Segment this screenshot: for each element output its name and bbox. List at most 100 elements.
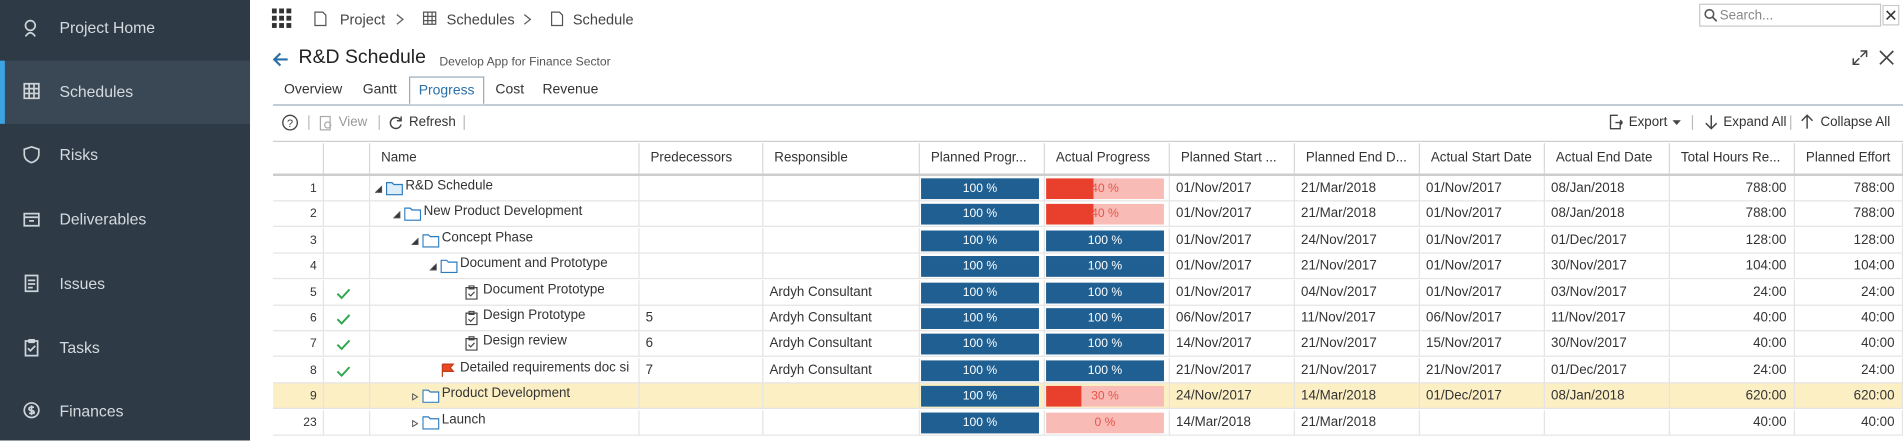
tab[interactable]: Cost [495,82,525,98]
cell-planned-end: 21/Nov/2017 [1295,357,1420,384]
back-arrow[interactable] [271,50,290,69]
apps-grid-icon[interactable] [271,8,294,30]
expand-toggle[interactable] [411,393,419,401]
folder-icon [422,389,440,404]
crumb[interactable]: Schedule [572,10,634,28]
nav-item[interactable]: Deliverables [0,188,250,251]
tab[interactable]: Gantt [362,82,397,98]
grid-row[interactable]: 4 Document and Prototype 100 % 100 % 01/Nov/… [273,253,1903,280]
cell-text: 01/Nov/2017 [1176,206,1252,222]
progress-label: 100 % [1087,233,1123,248]
progress-track: 100 % [921,334,1039,355]
cell-actual-end: 30/Nov/2017 [1545,253,1670,280]
check-mark [336,366,351,377]
tab[interactable]: Progress [409,76,485,105]
expand-toggle[interactable] [411,419,419,427]
column-header[interactable]: Planned Start ... [1170,143,1295,174]
search-box[interactable]: Search... [1699,3,1882,27]
check-cell [324,383,371,410]
row-number: 3 [273,227,325,254]
export-button[interactable]: Export [1628,115,1668,130]
cell-responsible [763,227,920,254]
column-header[interactable]: Actual Start Date [1420,143,1545,174]
grid-row[interactable]: 6 Design Prototype 5 Ardyh Consultant 100 % 1… [273,305,1903,332]
progress-label: 100 % [962,415,998,430]
column-header[interactable]: Name [370,143,640,174]
progress-label: 40 % [1091,208,1119,222]
collapse-all-button[interactable]: Collapse All [1820,115,1891,130]
progress-track: 100 % [1046,282,1164,303]
search-clear[interactable] [1882,4,1900,26]
cell-text: 24:00 [1753,284,1787,300]
flag-shape [441,363,455,377]
cell-planned-progress: 100 % [920,201,1045,228]
maximize-icon[interactable] [1852,50,1868,66]
crumb[interactable]: Project [339,10,386,28]
nav-item[interactable]: Issues [0,252,250,315]
column-header[interactable]: Planned Effort [1795,143,1903,174]
progress-bar [1046,230,1164,251]
check-cell [324,409,371,436]
column-header[interactable]: Actual Progress [1045,143,1170,174]
cell-actual-end: 08/Jan/2018 [1545,175,1670,202]
nav-label: Deliverables [59,210,147,229]
column-header[interactable]: Total Hours Re... [1670,143,1795,174]
collapse-toggle[interactable] [393,211,401,219]
crumb-separator [396,14,405,25]
cell-name: Design Prototype [370,305,640,332]
progress-track: 100 % [921,256,1039,277]
task-name: Launch [441,412,486,427]
cell-total-hours: 788:00 [1670,201,1795,228]
grid-row[interactable]: 1 R&D Schedule 100 % 40 % 01/Nov/2017 21/Mar/… [273,175,1903,202]
grid-row[interactable]: 7 Design review 6 Ardyh Consultant 100 % 100 … [273,331,1903,358]
toggle-shape [412,419,419,427]
progress-track: 30 % [1046,386,1164,407]
cell-planned-end: 21/Mar/2018 [1295,201,1420,228]
nav-item[interactable]: Schedules [0,60,251,124]
export-dropdown[interactable] [1672,120,1681,126]
nav-label: Schedules [59,82,134,101]
column-header[interactable]: Actual End Date [1545,143,1670,174]
crumb[interactable]: Schedules [446,10,515,28]
folder-shape [404,208,422,222]
cell-text: 14/Mar/2018 [1176,414,1251,430]
cell-planned-progress: 100 % [920,175,1045,202]
collapse-toggle[interactable] [375,185,383,193]
nav-item[interactable]: Finances [0,380,250,440]
column-header[interactable]: Predecessors [640,143,764,174]
export-icon [1609,114,1623,130]
cell-total-hours: 620:00 [1670,383,1795,410]
grid-row[interactable]: 3 Concept Phase 100 % 100 % 01/Nov/2017 24/No… [273,227,1903,254]
close-icon[interactable] [1879,50,1895,66]
cell-planned-start: 01/Nov/2017 [1170,227,1295,254]
nav-item[interactable]: Project Home [0,0,250,59]
grid-row[interactable]: 23 Launch 100 % 0 % 14/Mar/2018 21/Mar/2018 40… [273,409,1903,436]
progress-label: 0 % [1094,415,1116,430]
grid-row[interactable]: 8 Detailed requirements doc si 7 Ardyh Cons… [273,357,1903,384]
row-number: 23 [273,409,325,436]
grid-row[interactable]: 2 New Product Development 100 % 40 % 01/Nov/… [273,201,1903,228]
check-cell [324,227,371,254]
expand-all-button[interactable]: Expand All [1723,115,1787,130]
help-icon[interactable]: ? [282,114,299,131]
column-header[interactable]: Planned Progr... [920,143,1045,174]
nav-item[interactable]: Tasks [0,316,250,379]
folder-icon [440,259,458,274]
column-header[interactable]: Planned End D... [1295,143,1420,174]
tab[interactable]: Revenue [542,82,599,98]
column-header[interactable]: Responsible [763,143,920,174]
cell-actual-progress: 100 % [1045,227,1170,254]
collapse-toggle[interactable] [429,263,437,271]
cell-text: 21/Nov/2017 [1426,362,1502,378]
tab[interactable]: Overview [284,82,343,98]
progress-track: 100 % [921,230,1039,251]
refresh-button[interactable]: Refresh [409,115,456,130]
view-button[interactable]: View [338,115,368,130]
cell-total-hours: 24:00 [1670,357,1795,384]
collapse-toggle[interactable] [411,237,419,245]
grid-row[interactable]: 9 Product Development 100 % 30 % 24/Nov/2017… [273,383,1903,410]
nav-icon [23,146,40,164]
nav-item[interactable]: Risks [0,124,250,187]
grid-row[interactable]: 5 Document Prototype Ardyh Consultant 100 %… [273,279,1903,306]
row-number: 2 [273,201,325,228]
